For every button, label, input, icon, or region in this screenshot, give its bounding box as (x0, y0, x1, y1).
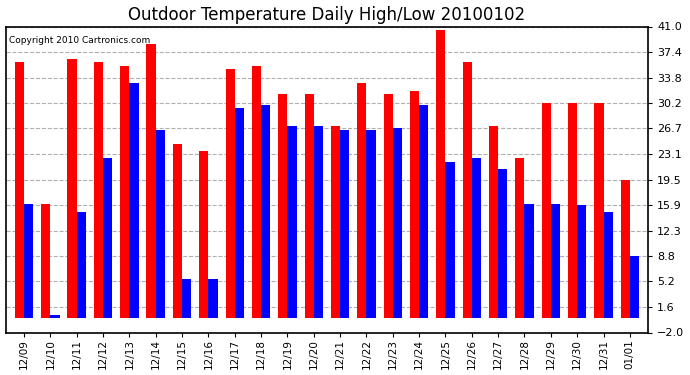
Bar (436, 30, 446, 318)
Bar (103, 158, 112, 318)
Bar (331, 126, 340, 318)
Bar (68, 58, 77, 318)
Bar (172, 144, 182, 318)
Bar (182, 279, 191, 318)
Text: Copyright 2010 Cartronics.com: Copyright 2010 Cartronics.com (9, 36, 150, 45)
Bar (551, 204, 560, 318)
Title: Outdoor Temperature Daily High/Low 20100102: Outdoor Temperature Daily High/Low 20100… (128, 6, 526, 24)
Bar (208, 279, 217, 318)
Bar (366, 130, 375, 318)
Bar (489, 126, 498, 318)
Bar (304, 94, 314, 318)
Bar (393, 128, 402, 318)
Bar (120, 66, 129, 318)
Bar (146, 44, 156, 318)
Bar (410, 90, 419, 318)
Bar (515, 158, 524, 318)
Bar (620, 180, 630, 318)
Bar (235, 108, 244, 318)
Bar (278, 94, 288, 318)
Bar (94, 62, 103, 318)
Bar (472, 158, 481, 318)
Bar (630, 256, 639, 318)
Bar (77, 211, 86, 318)
Bar (50, 315, 59, 318)
Bar (594, 104, 604, 318)
Bar (156, 130, 165, 318)
Bar (226, 69, 235, 318)
Bar (384, 94, 393, 318)
Bar (14, 62, 24, 318)
Bar (577, 205, 586, 318)
Bar (288, 126, 297, 318)
Bar (542, 104, 551, 318)
Bar (524, 204, 533, 318)
Bar (568, 104, 577, 318)
Bar (261, 105, 270, 318)
Bar (24, 204, 33, 318)
Bar (419, 105, 428, 318)
Bar (41, 204, 50, 318)
Bar (314, 126, 323, 318)
Bar (340, 130, 349, 318)
Bar (462, 62, 472, 318)
Bar (357, 83, 366, 318)
Bar (252, 66, 261, 318)
Bar (129, 83, 139, 318)
Bar (199, 151, 208, 318)
Bar (446, 162, 455, 318)
Bar (498, 169, 507, 318)
Bar (604, 211, 613, 318)
